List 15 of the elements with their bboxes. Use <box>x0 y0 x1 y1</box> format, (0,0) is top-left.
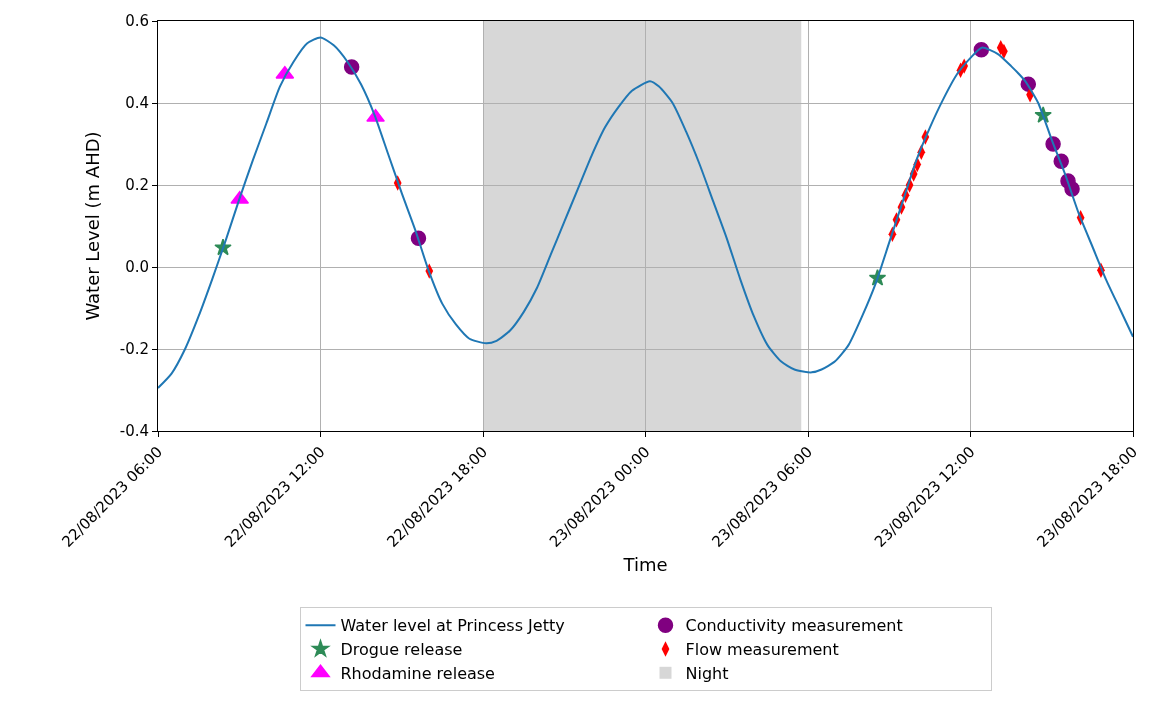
y-tick-label: 0.0 <box>125 258 149 277</box>
y-axis-title: Water Level (m AHD) <box>81 131 103 321</box>
x-axis-title: Time <box>622 553 668 575</box>
y-tick-label: 0.2 <box>125 176 149 195</box>
legend-label: Conductivity measurement <box>685 616 903 636</box>
y-tick-label: 0.6 <box>125 12 149 31</box>
legend-label: Night <box>685 664 729 684</box>
y-tick-label: -0.4 <box>119 422 149 441</box>
line-series <box>158 36 1133 389</box>
legend-label: Rhodamine release <box>340 664 495 684</box>
legend-label: Flow measurement <box>685 640 839 660</box>
legend-label: Drogue release <box>340 640 463 660</box>
legend-label: Water level at Princess Jetty <box>340 616 565 636</box>
y-tick-label: -0.2 <box>119 340 149 359</box>
y-tick-label: 0.4 <box>125 94 149 113</box>
